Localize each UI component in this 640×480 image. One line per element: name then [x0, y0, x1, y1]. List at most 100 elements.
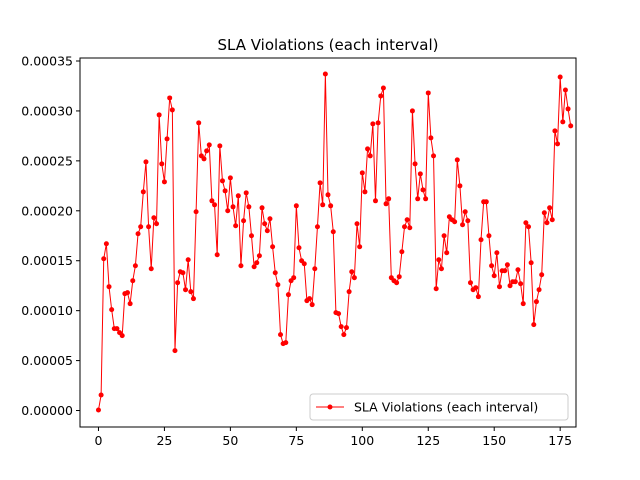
legend-label: SLA Violations (each interval) [354, 400, 538, 415]
x-tick-label: 75 [288, 433, 304, 448]
data-point [214, 252, 220, 258]
chart-title: SLA Violations (each interval) [217, 36, 438, 54]
y-tick-label: 0.00010 [21, 303, 73, 318]
data-point [438, 266, 444, 272]
data-point [494, 250, 500, 256]
data-point [283, 340, 289, 346]
data-point [130, 278, 136, 284]
data-point [562, 87, 568, 93]
data-point [254, 260, 260, 266]
data-point [457, 183, 463, 189]
data-point [367, 153, 373, 159]
x-tick-label: 25 [156, 433, 172, 448]
data-point [365, 146, 371, 152]
data-point [417, 171, 423, 177]
data-point [241, 218, 247, 224]
data-point [259, 205, 265, 211]
data-point [262, 221, 268, 227]
data-point [330, 229, 336, 235]
data-point [404, 217, 410, 223]
data-point [156, 112, 162, 118]
data-point [533, 299, 539, 305]
data-point [309, 302, 315, 308]
data-point [114, 326, 120, 332]
data-point [486, 233, 492, 239]
data-point [196, 120, 202, 126]
x-tick-label: 50 [222, 433, 238, 448]
y-tick-label: 0.00020 [21, 203, 73, 218]
data-point [301, 261, 307, 267]
y-tick-label: 0.00005 [21, 353, 73, 368]
data-point [219, 178, 225, 184]
data-point [436, 257, 442, 263]
data-point [159, 161, 165, 167]
data-point [317, 180, 323, 186]
series-layer [95, 71, 574, 413]
data-point [296, 245, 302, 251]
data-point [565, 106, 571, 112]
data-point [433, 286, 439, 292]
data-point [154, 221, 160, 227]
data-point [336, 311, 342, 317]
data-point [425, 90, 431, 96]
data-point [402, 224, 408, 230]
data-point [135, 231, 141, 237]
data-point [394, 280, 400, 286]
data-point [515, 267, 521, 273]
x-tick-label: 175 [548, 433, 572, 448]
data-point [452, 219, 458, 225]
data-point [399, 249, 405, 255]
data-point [146, 224, 152, 230]
data-point [106, 284, 112, 290]
data-point [338, 324, 344, 330]
data-point [549, 217, 555, 223]
data-point [346, 289, 352, 295]
data-point [98, 392, 104, 398]
data-point [547, 205, 553, 211]
data-point [407, 225, 413, 231]
legend-box [309, 393, 569, 421]
data-point [312, 266, 318, 272]
data-point [275, 282, 281, 288]
data-point [354, 221, 360, 227]
data-point [246, 204, 252, 210]
data-point [248, 233, 254, 239]
data-point [109, 307, 115, 313]
data-point [238, 263, 244, 269]
data-point [175, 280, 181, 286]
x-tick-label: 100 [350, 433, 374, 448]
x-tick-label: 125 [416, 433, 440, 448]
x-tick-label: 150 [482, 433, 506, 448]
data-point [380, 85, 386, 91]
y-tick-label: 0.00025 [21, 153, 73, 168]
data-point [314, 224, 320, 230]
data-point [206, 142, 212, 148]
data-point [383, 201, 389, 207]
data-point [523, 220, 529, 226]
data-point [541, 210, 547, 216]
data-point [291, 275, 297, 281]
data-point [386, 196, 392, 202]
data-point [528, 260, 534, 266]
data-point [307, 296, 313, 302]
y-tick-label: 0.00000 [21, 403, 73, 418]
data-point [359, 170, 365, 176]
data-point [520, 301, 526, 307]
data-point [180, 270, 186, 276]
data-point [441, 233, 447, 239]
data-point [285, 292, 291, 298]
data-point [161, 179, 167, 185]
data-point [204, 148, 210, 154]
data-point [167, 95, 173, 101]
data-point [454, 157, 460, 163]
data-point [467, 280, 473, 286]
data-point [322, 71, 328, 77]
data-point [243, 190, 249, 196]
data-point [544, 220, 550, 226]
data-point [375, 120, 381, 126]
data-point [526, 224, 532, 230]
data-point [235, 193, 241, 199]
data-point [462, 209, 468, 215]
data-point [341, 332, 347, 338]
data-point [428, 135, 434, 141]
